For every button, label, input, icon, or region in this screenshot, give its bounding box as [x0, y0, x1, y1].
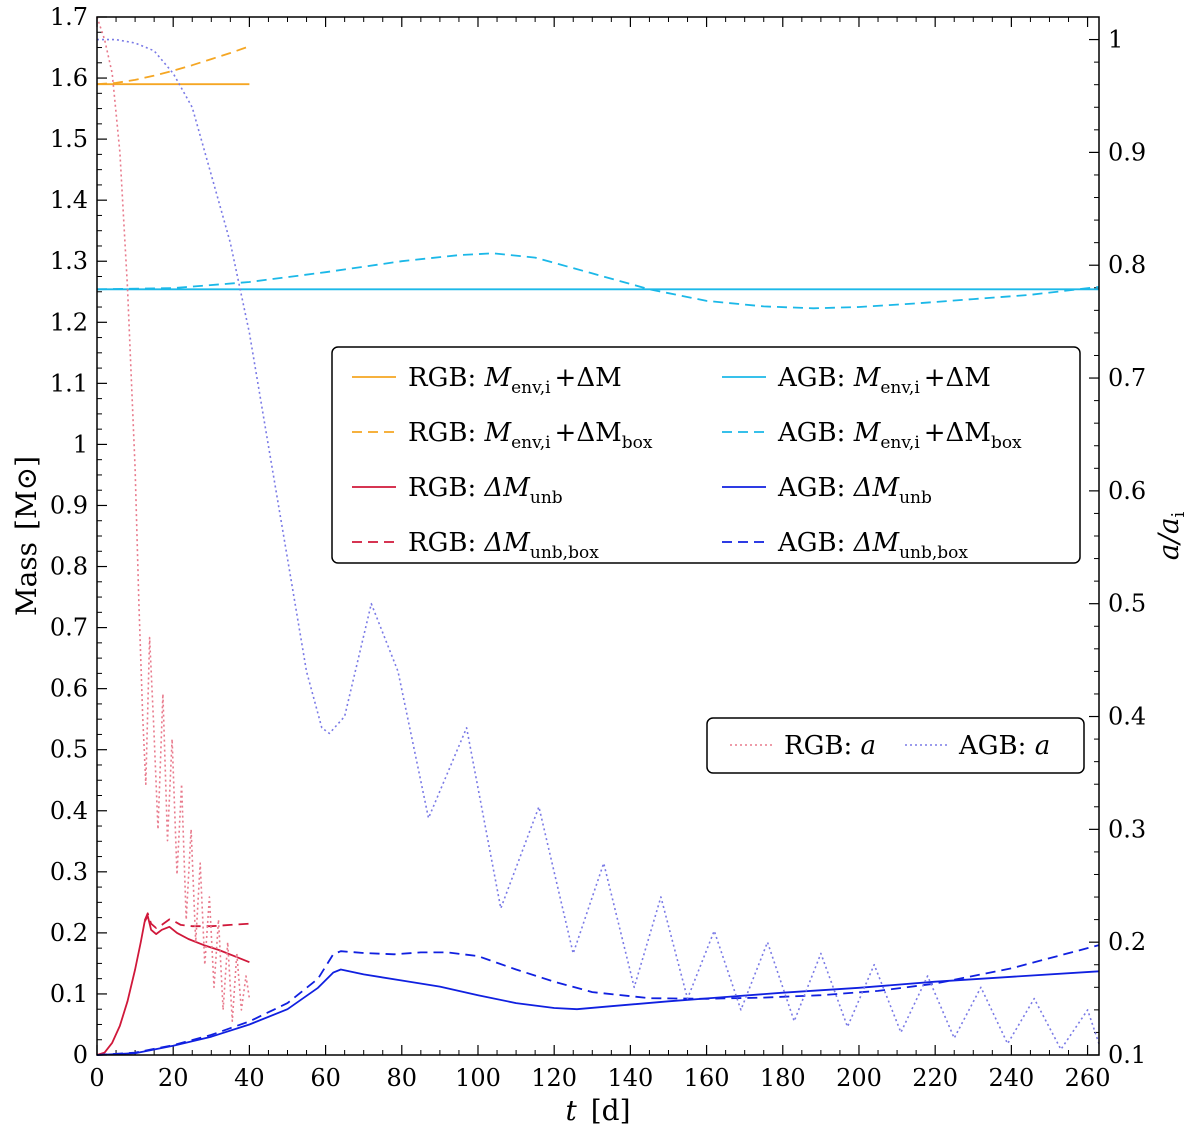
legend-label: RGB: ΔMunb [408, 473, 563, 508]
x-tick-label: 220 [912, 1064, 958, 1092]
y-tick-label: 0.4 [50, 797, 88, 825]
y-tick-label: 0.8 [50, 553, 88, 581]
series-agb_env-dashed [96, 252, 1100, 310]
legend-box [331, 346, 1081, 564]
y-tick-label: 1.7 [50, 3, 88, 31]
series-agb_a-dotted [97, 38, 1100, 1051]
legend-label: RGB: ΔMunb,box [408, 528, 599, 563]
x-tick-label: 20 [158, 1064, 189, 1092]
series-rgb_unb-dashed [143, 912, 250, 929]
y2-tick-label: 1 [1108, 26, 1123, 54]
legend-label: RGB: Menv,i +ΔM [408, 363, 622, 398]
x-tick-label: 240 [988, 1064, 1034, 1092]
y-axis-title: Mass[M⊙] [10, 456, 43, 616]
y-tick-label: 0.6 [50, 675, 88, 703]
y2-tick-label: 0.7 [1108, 364, 1146, 392]
x-tick-label: 0 [89, 1064, 104, 1092]
y-tick-label: 1.3 [50, 247, 88, 275]
legend-label: AGB: ΔMunb,box [777, 528, 968, 563]
y2-tick-label: 0.3 [1108, 815, 1146, 843]
x-tick-label: 160 [684, 1064, 730, 1092]
y2-tick-label: 0.2 [1108, 928, 1146, 956]
x-tick-label: 200 [836, 1064, 882, 1092]
y-tick-label: 1.4 [50, 186, 88, 214]
y-tick-label: 1 [73, 430, 88, 458]
x-tick-label: 140 [607, 1064, 653, 1092]
legend-label: AGB: Menv,i +ΔMbox [777, 418, 1022, 453]
y-tick-label: 1.6 [50, 64, 88, 92]
y2-tick-label: 0.5 [1108, 590, 1146, 618]
series-agb_unb-dashed [96, 944, 1100, 1056]
series-rgb_env-dashed [96, 45, 250, 86]
x-tick-label: 60 [310, 1064, 341, 1092]
x-axis-title: t [d] [565, 1094, 630, 1127]
plot-frame [96, 16, 1100, 1056]
y-tick-label: 1.5 [50, 125, 88, 153]
series-agb_unb-solid [96, 968, 1100, 1056]
legend-box-a [706, 717, 1085, 774]
legend-layer: RGB: Menv,i +ΔM AGB: Menv,i +ΔM RGB: Menv,i +… [331, 346, 1085, 774]
label-layer: 0 20 40 60 80 100 120 140 160 180 200 220 240 260 0 0.1… [10, 3, 1189, 1127]
x-tick-label: 100 [455, 1064, 501, 1092]
legend-label: AGB: ΔMunb [777, 473, 932, 508]
y-tick-label: 0.3 [50, 858, 88, 886]
x-tick-label: 80 [387, 1064, 418, 1092]
legend-label: RGB: Menv,i +ΔMbox [408, 418, 653, 453]
y-tick-label: 0.7 [50, 614, 88, 642]
y-tick-label: 0.5 [50, 736, 88, 764]
y-tick-label: 0.9 [50, 491, 88, 519]
legend-label: RGB: a [784, 731, 876, 761]
series-layer [96, 16, 1100, 1056]
y2-axis-title: a/ai [1152, 511, 1189, 560]
y-tick-label: 0.1 [50, 980, 88, 1008]
y2-tick-label: 0.8 [1108, 251, 1146, 279]
y-tick-label: 1.1 [50, 369, 88, 397]
y-tick-label: 1.2 [50, 308, 88, 336]
x-tick-label: 180 [760, 1064, 806, 1092]
y2-tick-label: 0.9 [1108, 138, 1146, 166]
y2-tick-label: 0.6 [1108, 477, 1146, 505]
y2-tick-label: 0.1 [1108, 1041, 1146, 1069]
series-rgb_a-dotted [96, 16, 251, 1023]
y-tick-label: 0.2 [50, 919, 88, 947]
legend-label: AGB: Menv,i +ΔM [777, 363, 991, 398]
y2-tick-label: 0.4 [1108, 703, 1146, 731]
series-rgb_unb-solid [96, 914, 250, 1056]
x-tick-label: 40 [234, 1064, 265, 1092]
legend-label: AGB: a [958, 731, 1050, 761]
x-tick-label: 260 [1065, 1064, 1111, 1092]
x-tick-label: 120 [531, 1064, 577, 1092]
y-tick-label: 0 [73, 1041, 88, 1069]
